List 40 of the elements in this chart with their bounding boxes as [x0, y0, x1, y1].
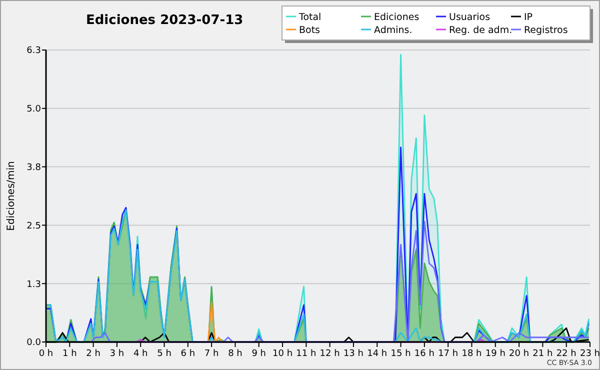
legend-label: Ediciones	[374, 12, 420, 23]
x-tick-label: 23 h	[580, 349, 600, 359]
x-tick-label: 1 h	[62, 349, 77, 359]
y-tick-label: 1.3	[26, 280, 41, 290]
y-tick-label: 6.3	[26, 46, 41, 56]
y-axis-title: Ediciones/min	[6, 161, 17, 231]
y-tick-label: 0.0	[26, 338, 42, 348]
x-tick-label: 11 h	[296, 349, 316, 359]
x-tick-label: 19 h	[485, 349, 506, 359]
x-tick-label: 8 h	[228, 349, 242, 359]
x-tick-label: 0 h	[38, 349, 54, 359]
x-tick-label: 7 h	[204, 349, 219, 359]
legend-label: Usuarios	[449, 12, 490, 23]
x-tick-label: 9 h	[252, 349, 266, 359]
x-tick-label: 10 h	[272, 349, 293, 359]
x-tick-label: 3 h	[110, 349, 124, 359]
x-tick-label: 14 h	[367, 349, 388, 359]
y-tick-label: 2.5	[26, 221, 41, 232]
x-tick-label: 15 h	[390, 349, 411, 359]
x-tick-label: 17 h	[438, 349, 458, 359]
legend-label: IP	[524, 12, 533, 23]
y-tick-label: 5.0	[26, 104, 42, 115]
x-tick-label: 5 h	[157, 349, 172, 359]
x-tick-label: 4 h	[133, 349, 148, 359]
legend-label: Reg. de adm.	[449, 24, 512, 36]
x-tick-label: 6 h	[180, 349, 196, 359]
legend-label: Admins.	[374, 24, 412, 36]
legend-label: Total	[298, 12, 322, 23]
legend-label: Bots	[299, 24, 320, 36]
chart-title: Ediciones 2023-07-13	[86, 13, 244, 28]
x-tick-label: 12 h	[320, 349, 340, 359]
x-tick-label: 20 h	[509, 349, 530, 359]
x-tick-label: 18 h	[462, 349, 482, 359]
y-tick-label: 3.8	[26, 162, 42, 173]
x-tick-label: 2 h	[86, 349, 100, 359]
x-tick-label: 22 h	[556, 349, 576, 359]
x-tick-label: 13 h	[343, 349, 364, 359]
x-tick-label: 16 h	[414, 349, 434, 359]
legend-label: Registros	[524, 24, 568, 36]
x-tick-label: 21 h	[532, 349, 553, 359]
